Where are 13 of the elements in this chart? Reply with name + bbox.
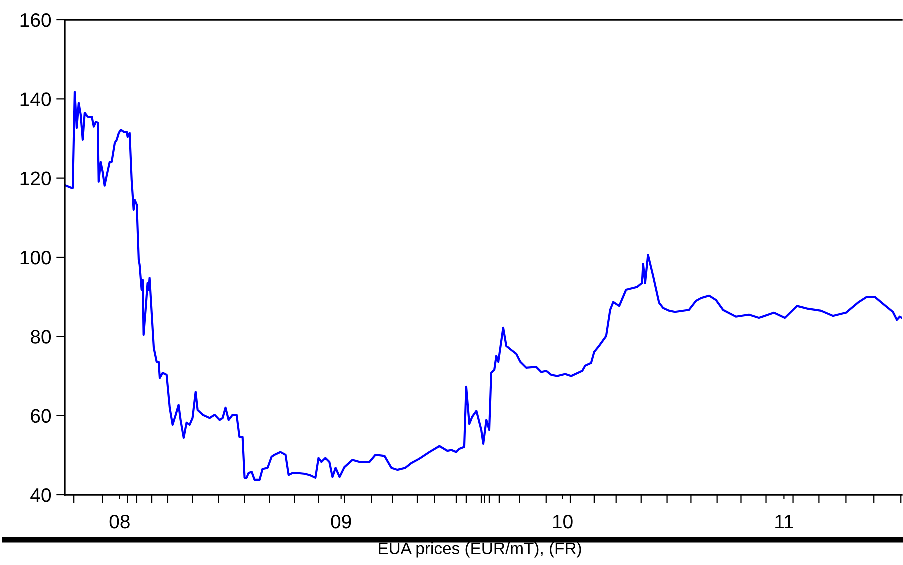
y-tick-label: 140 — [20, 92, 52, 106]
x-tick-label: 09 — [331, 514, 352, 529]
y-tick-label: 40 — [30, 488, 52, 502]
y-tick-label: 100 — [20, 250, 52, 265]
y-tick-label: 80 — [31, 330, 52, 344]
x-tick-label: 08 — [110, 514, 130, 529]
x-tick-label: 11 — [776, 515, 794, 529]
y-tick-label: 120 — [20, 172, 52, 186]
x-tick-label: 10 — [553, 514, 573, 529]
y-tick-label: 160 — [20, 13, 52, 28]
x-axis-title: EUA prices (EUR/mT), (FR) — [379, 542, 582, 558]
line-series — [65, 90, 902, 482]
y-tick-label: 60 — [31, 409, 52, 424]
